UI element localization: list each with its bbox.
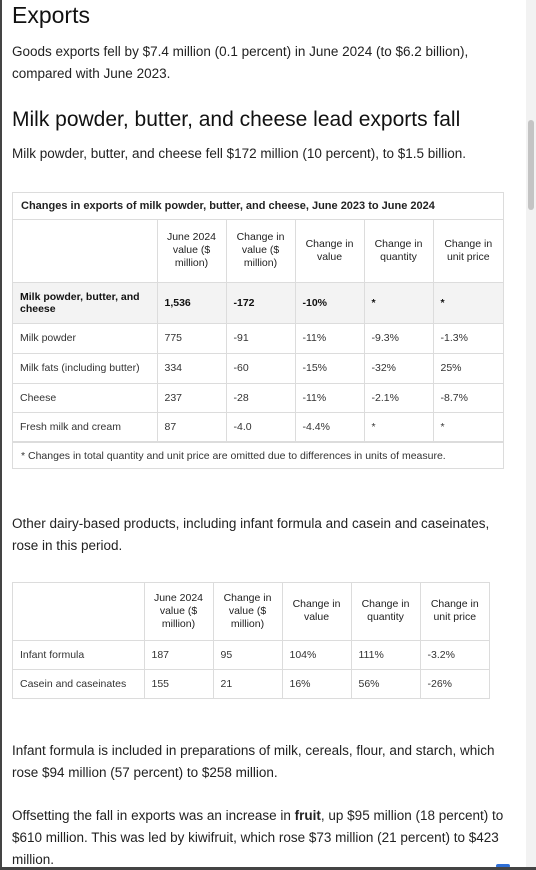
section-summary: Milk powder, butter, and cheese fell $17… bbox=[12, 146, 467, 161]
row-label: Infant formula bbox=[13, 639, 145, 670]
feedback-tab-edge[interactable] bbox=[496, 864, 510, 868]
header-cell: Change in quantity bbox=[350, 583, 421, 641]
table-cell: 775 bbox=[156, 322, 227, 354]
header-cell: Change in value ($ million) bbox=[225, 220, 296, 283]
table-cell: 187 bbox=[143, 639, 214, 670]
table-cell: -26% bbox=[419, 668, 489, 698]
table-cell: -2.1% bbox=[363, 382, 434, 413]
table-cell: -9.3% bbox=[363, 322, 434, 354]
table-cell: 111% bbox=[350, 639, 421, 670]
header-cell: Change in value bbox=[294, 220, 365, 283]
table-row: Milk powder 775 -91 -11% -9.3% -1.3% bbox=[13, 322, 503, 354]
table-cell: -4.0 bbox=[225, 411, 296, 442]
scrollbar-thumb[interactable] bbox=[528, 120, 534, 210]
other-dairy-table-grid: June 2024 value ($ million) Change in va… bbox=[13, 583, 489, 698]
table-cell: -172 bbox=[225, 281, 296, 324]
table-cell: -10% bbox=[294, 281, 365, 324]
header-cell bbox=[13, 583, 145, 641]
table-cell: -11% bbox=[294, 382, 365, 413]
table-cell: -3.2% bbox=[419, 639, 489, 670]
table-cell: -8.7% bbox=[432, 382, 503, 413]
table-cell: * bbox=[432, 411, 503, 442]
table-header-row: June 2024 value ($ million) Change in va… bbox=[13, 583, 489, 641]
table-cell: -11% bbox=[294, 322, 365, 354]
dairy-table-grid: June 2024 value ($ million) Change in va… bbox=[13, 220, 503, 442]
table-header-row: June 2024 value ($ million) Change in va… bbox=[13, 220, 503, 283]
table-cell: 237 bbox=[156, 382, 227, 413]
table-cell: 21 bbox=[212, 668, 283, 698]
table-caption: Changes in exports of milk powder, butte… bbox=[13, 193, 503, 220]
row-label: Milk powder, butter, and cheese bbox=[13, 281, 158, 324]
table-row: Casein and caseinates 155 21 16% 56% -26… bbox=[13, 668, 489, 698]
table-cell: * bbox=[363, 411, 434, 442]
table-cell: * bbox=[432, 281, 503, 324]
table-row: Milk fats (including butter) 334 -60 -15… bbox=[13, 352, 503, 384]
row-label: Fresh milk and cream bbox=[13, 411, 158, 442]
table-cell: 1,536 bbox=[156, 281, 227, 324]
table-cell: 25% bbox=[432, 352, 503, 384]
header-cell: Change in unit price bbox=[432, 220, 503, 283]
table-cell: 104% bbox=[281, 639, 352, 670]
header-cell: Change in quantity bbox=[363, 220, 434, 283]
table-cell: -28 bbox=[225, 382, 296, 413]
row-label: Milk powder bbox=[13, 322, 158, 354]
fruit-keyword: fruit bbox=[294, 808, 321, 823]
bottom-border bbox=[0, 867, 536, 870]
table-cell: 56% bbox=[350, 668, 421, 698]
infant-formula-paragraph: Infant formula is included in preparatio… bbox=[12, 743, 495, 780]
table-cell: -15% bbox=[294, 352, 365, 384]
table-cell: * bbox=[363, 281, 434, 324]
row-label: Cheese bbox=[13, 382, 158, 413]
section-heading: Milk powder, butter, and cheese lead exp… bbox=[12, 108, 461, 131]
left-border bbox=[0, 0, 2, 867]
table-row: Cheese 237 -28 -11% -2.1% -8.7% bbox=[13, 382, 503, 413]
fruit-paragraph: Offsetting the fall in exports was an in… bbox=[12, 805, 517, 867]
page-scrollbar[interactable] bbox=[526, 0, 536, 867]
table-cell: -91 bbox=[225, 322, 296, 354]
fruit-text-end: , up $95 million (18 percent) to $610 mi… bbox=[12, 808, 504, 867]
table-cell: 334 bbox=[156, 352, 227, 384]
other-dairy-table: June 2024 value ($ million) Change in va… bbox=[12, 582, 490, 699]
table-cell: -32% bbox=[363, 352, 434, 384]
table-footnote: * Changes in total quantity and unit pri… bbox=[13, 441, 503, 468]
table-cell: -4.4% bbox=[294, 411, 365, 442]
row-label: Casein and caseinates bbox=[13, 668, 145, 698]
exports-heading: Exports bbox=[12, 2, 90, 28]
header-cell: Change in value ($ million) bbox=[212, 583, 283, 641]
header-cell bbox=[13, 220, 158, 283]
table-cell: -60 bbox=[225, 352, 296, 384]
page: Exports Goods exports fell by $7.4 milli… bbox=[12, 2, 517, 867]
table-cell: 155 bbox=[143, 668, 214, 698]
table-cell: -1.3% bbox=[432, 322, 503, 354]
other-dairy-paragraph: Other dairy-based products, including in… bbox=[12, 516, 490, 553]
table-row: Infant formula 187 95 104% 111% -3.2% bbox=[13, 639, 489, 670]
row-label: Milk fats (including butter) bbox=[13, 352, 158, 384]
table-cell: 95 bbox=[212, 639, 283, 670]
table-row: Fresh milk and cream 87 -4.0 -4.4% * * bbox=[13, 411, 503, 442]
header-cell: June 2024 value ($ million) bbox=[143, 583, 214, 641]
exports-intro: Goods exports fell by $7.4 million (0.1 … bbox=[12, 44, 469, 81]
header-cell: Change in value bbox=[281, 583, 352, 641]
header-cell: June 2024 value ($ million) bbox=[156, 220, 227, 283]
header-cell: Change in unit price bbox=[419, 583, 489, 641]
table-cell: 16% bbox=[281, 668, 352, 698]
dairy-exports-table: Changes in exports of milk powder, butte… bbox=[12, 192, 504, 469]
table-cell: 87 bbox=[156, 411, 227, 442]
table-row: Milk powder, butter, and cheese 1,536 -1… bbox=[13, 281, 503, 324]
fruit-text-start: Offsetting the fall in exports was an in… bbox=[12, 808, 295, 823]
